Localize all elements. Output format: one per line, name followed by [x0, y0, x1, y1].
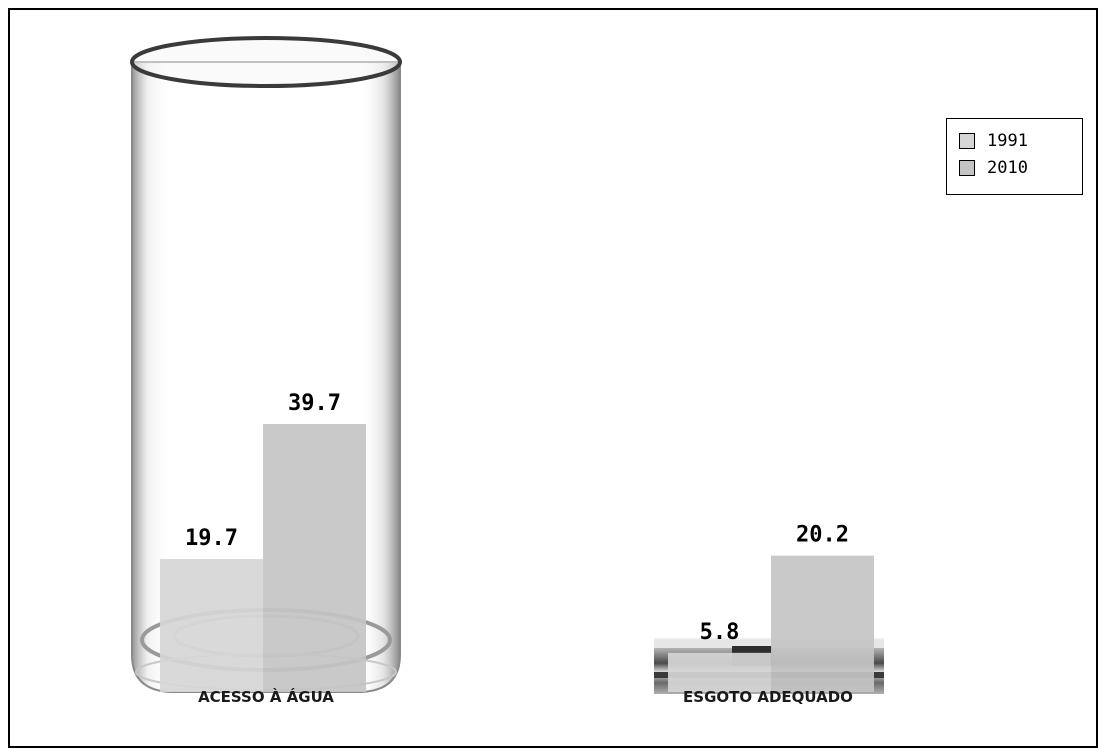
bar-1991-1 — [160, 559, 263, 692]
value-label-2010-1: 39.7 — [288, 391, 341, 416]
bar-chart: 19.7 39.7 5.8 20.2 ACESSO À ÁGUA ESGOTO ADEQ… — [130, 36, 884, 706]
legend-item-2010: 2010 — [959, 154, 1082, 181]
bar-2010-1 — [263, 424, 366, 692]
value-labels-group: 19.7 39.7 5.8 20.2 — [185, 391, 849, 645]
legend-swatch-2010 — [959, 159, 975, 176]
value-label-1991-2: 5.8 — [700, 620, 740, 645]
value-label-2010-2: 20.2 — [796, 523, 849, 548]
category-labels-group: ACESSO À ÁGUA ESGOTO ADEQUADO — [198, 687, 853, 706]
legend-label-1991: 1991 — [987, 130, 1028, 151]
category-label-1: ACESSO À ÁGUA — [198, 687, 334, 706]
value-label-1991-1: 19.7 — [185, 526, 238, 551]
category-label-2: ESGOTO ADEQUADO — [683, 688, 853, 706]
bars-group — [160, 424, 874, 692]
bar-1991-2 — [668, 652, 771, 692]
legend-swatch-1991 — [959, 132, 975, 149]
bar-2010-2 — [771, 555, 874, 692]
legend-label-2010: 2010 — [987, 157, 1028, 178]
legend: 1991 2010 — [946, 118, 1083, 195]
legend-item-1991: 1991 — [959, 127, 1082, 154]
